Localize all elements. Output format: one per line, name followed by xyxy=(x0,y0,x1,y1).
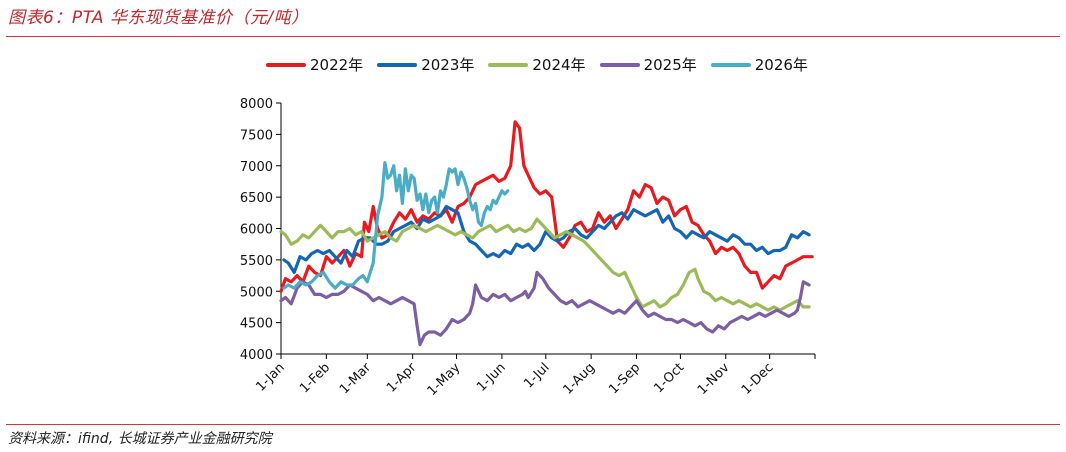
x-tick-label: 1-Sep xyxy=(606,360,643,397)
x-tick-label: 1-May xyxy=(425,360,464,399)
x-tick-label: 1-Jun xyxy=(474,360,509,395)
legend-item: 2024年 xyxy=(488,54,586,75)
legend-item: 2026年 xyxy=(710,54,808,75)
bottom-divider xyxy=(6,424,1060,425)
y-tick-label: 7500 xyxy=(240,128,273,143)
legend-label: 2025年 xyxy=(643,56,697,74)
series-line-2022年 xyxy=(279,120,814,293)
legend-label: 2024年 xyxy=(532,56,586,74)
x-tick-label: 1-Dec xyxy=(739,360,777,398)
x-tick-label: 1-Apr xyxy=(384,360,420,396)
chart-source: 资料来源：ifind, 长城证券产业金融研究院 xyxy=(8,431,272,447)
chart-series-layer xyxy=(279,120,814,347)
legend-label: 2026年 xyxy=(754,56,808,74)
legend-swatch xyxy=(377,62,418,67)
y-tick-label: 7000 xyxy=(240,160,273,175)
series-line-2025年 xyxy=(279,270,811,347)
y-tick-label: 5500 xyxy=(240,254,273,269)
x-tick-label: 1-Oct xyxy=(651,360,687,396)
legend-item: 2025年 xyxy=(599,54,697,75)
x-tick-label: 1-Aug xyxy=(560,360,598,398)
y-tick-label: 4000 xyxy=(240,348,273,363)
legend-swatch xyxy=(488,62,529,67)
x-tick-label: 1-Jan xyxy=(253,360,287,394)
y-tick-label: 6500 xyxy=(240,191,273,206)
x-tick-label: 1-Jul xyxy=(521,360,552,391)
legend-item: 2022年 xyxy=(266,54,363,75)
legend-swatch xyxy=(599,62,640,67)
legend-swatch xyxy=(710,62,751,67)
series-line-2024年 xyxy=(279,217,811,312)
x-tick-label: 1-Nov xyxy=(695,360,733,398)
chart-title: 图表6：PTA 华东现货基准价（元/吨） xyxy=(8,8,309,28)
series-line-2026年 xyxy=(282,161,510,290)
y-tick-label: 5000 xyxy=(240,285,273,300)
top-divider xyxy=(6,36,1060,37)
y-tick-label: 8000 xyxy=(240,97,273,112)
x-tick-label: 1-Mar xyxy=(337,360,375,398)
series-line-2023年 xyxy=(282,204,811,274)
x-tick-label: 1-Feb xyxy=(297,360,333,396)
chart-legend: 2022年 2023年 2024年 2025年 2026年 xyxy=(266,54,808,75)
y-tick-label: 4500 xyxy=(240,317,273,332)
legend-label: 2022年 xyxy=(310,56,364,74)
legend-item: 2023年 xyxy=(377,54,474,75)
legend-label: 2023年 xyxy=(421,56,475,74)
y-tick-label: 6000 xyxy=(240,223,273,238)
legend-swatch xyxy=(266,62,306,67)
